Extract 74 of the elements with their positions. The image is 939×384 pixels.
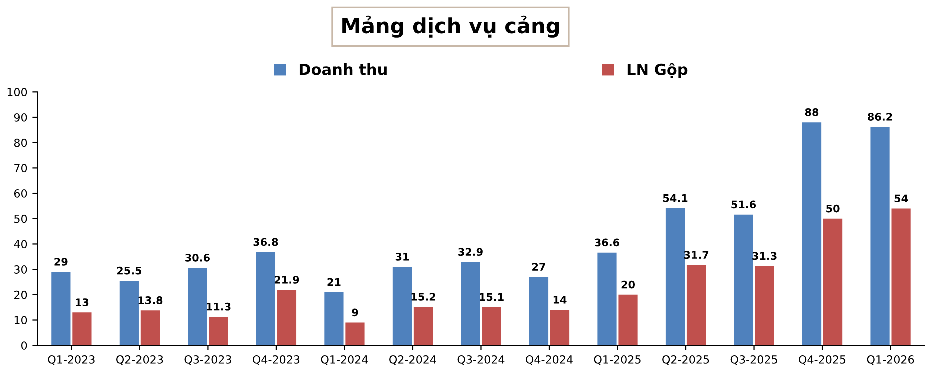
bar: [392, 267, 412, 346]
y-tick-label: 20: [14, 290, 28, 300]
x-tick-label: Q2-2024: [390, 356, 436, 366]
data-label: 15.1: [480, 293, 504, 302]
data-label: 9: [352, 308, 358, 317]
data-label: 27: [532, 263, 546, 271]
x-tick-label: Q2-2025: [662, 356, 710, 366]
y-tick-label: 10: [14, 316, 28, 325]
bar: [618, 294, 638, 346]
data-label: 20: [622, 280, 636, 289]
x-tick-label: Q4-2025: [799, 356, 846, 366]
data-label: 51.6: [732, 200, 756, 209]
y-tick-label: 40: [14, 240, 28, 249]
legend-label: LN Gộp: [628, 62, 688, 78]
bar: [188, 268, 208, 346]
data-label: 54: [894, 194, 908, 203]
x-tick-label: Q1-2023: [48, 356, 95, 366]
data-label: 13: [76, 298, 89, 306]
bar: [823, 218, 843, 346]
bar: [461, 262, 480, 346]
bar: [256, 252, 276, 346]
data-label: 21: [328, 278, 341, 286]
data-label: 11.3: [207, 302, 231, 311]
bar: [72, 312, 92, 346]
data-label: 14: [554, 296, 567, 304]
bar: [550, 310, 570, 346]
x-tick-label: Q4-2023: [253, 356, 300, 366]
x-tick-label: Q3-2025: [730, 356, 778, 366]
bar: [277, 290, 297, 346]
chart-title: Mảng dịch vụ cảng: [342, 16, 560, 38]
data-label: 29: [54, 258, 68, 266]
bar: [892, 208, 911, 346]
bar: [120, 280, 139, 346]
bar: [529, 277, 549, 346]
data-label: 30.6: [186, 254, 210, 262]
y-tick-label: 30: [14, 266, 28, 274]
bar: [52, 272, 71, 346]
bar: [209, 316, 228, 346]
x-tick-label: Q1-2026: [867, 356, 914, 366]
x-tick-label: Q2-2023: [116, 356, 164, 366]
y-tick-label: 50: [14, 214, 28, 224]
y-tick-label: 70: [14, 164, 28, 173]
data-label: 25.5: [117, 266, 142, 275]
y-tick-label: 90: [14, 113, 28, 122]
y-tick-label: 60: [14, 190, 28, 198]
y-tick-label: 80: [14, 138, 28, 148]
bar: [482, 307, 502, 346]
x-tick-label: Q1-2024: [321, 356, 368, 366]
data-label: 32.9: [458, 248, 483, 256]
data-label: 88: [805, 108, 819, 116]
bar: [598, 252, 617, 346]
y-tick-label: 0: [22, 342, 28, 350]
bar: [734, 214, 754, 346]
data-label: 50: [826, 204, 840, 213]
bar: [755, 266, 774, 346]
data-label: 36.6: [595, 238, 620, 247]
x-tick-label: Q4-2024: [526, 356, 573, 366]
bar: [140, 310, 160, 346]
x-tick-label: Q3-2024: [458, 356, 505, 366]
bar: [870, 127, 890, 346]
bar: [802, 122, 822, 346]
bar: [346, 322, 365, 346]
data-label: 86.2: [868, 113, 892, 121]
data-label: 31: [396, 252, 409, 261]
bar: [686, 265, 706, 346]
legend-label: Doanh thu: [300, 64, 387, 76]
bar: [666, 208, 686, 346]
x-tick-label: Q1-2025: [594, 356, 641, 366]
x-tick-label: Q3-2023: [184, 356, 232, 366]
data-label: 54.1: [663, 194, 688, 202]
bar: [324, 292, 344, 346]
y-tick-label: 100: [8, 88, 28, 97]
data-label: 36.8: [254, 238, 278, 246]
bar: [414, 307, 434, 346]
